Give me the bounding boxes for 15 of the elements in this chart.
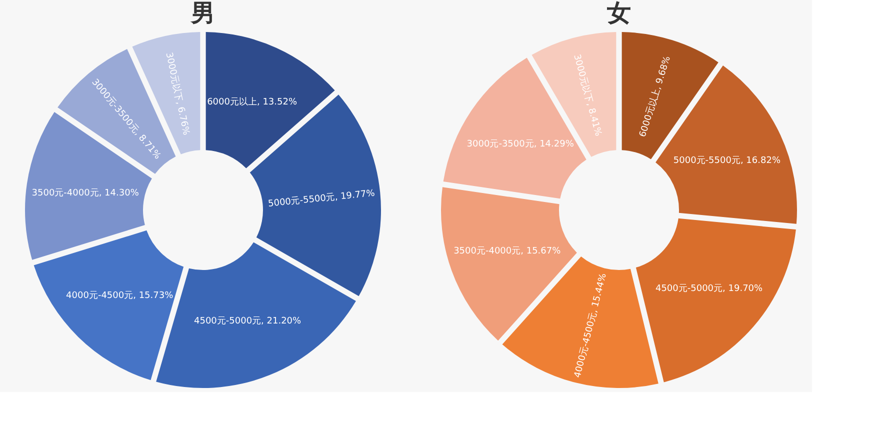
slice-label: 3500元-4000元, 14.30% (32, 187, 140, 198)
slice-label: 3000元以下, 8.41% (571, 53, 604, 138)
slice-label: 5000元-5500元, 19.77% (268, 188, 376, 210)
slice-label: 3000元-3500元, 14.29% (466, 138, 574, 150)
slice-label: 6000元以上, 13.52% (207, 96, 298, 108)
slice-label: 4000元-4500元, 15.73% (66, 290, 174, 301)
slice-label: 4500元-5000元, 21.20% (194, 315, 302, 326)
slice-label: 5000元-5500元, 16.82% (673, 154, 781, 166)
slice-label: 6000元以上, 9.68% (637, 54, 674, 138)
slice-label: 4500元-5000元, 19.70% (655, 282, 764, 294)
chart-title: 女 (606, 0, 631, 27)
slice-label: 3000元以下, 6.76% (163, 51, 192, 137)
slice-label: 4000元-4500元, 15.44% (572, 272, 609, 379)
slice-label: 3500元-4000元, 15.67% (454, 246, 562, 257)
chart-title: 男 (190, 0, 215, 27)
